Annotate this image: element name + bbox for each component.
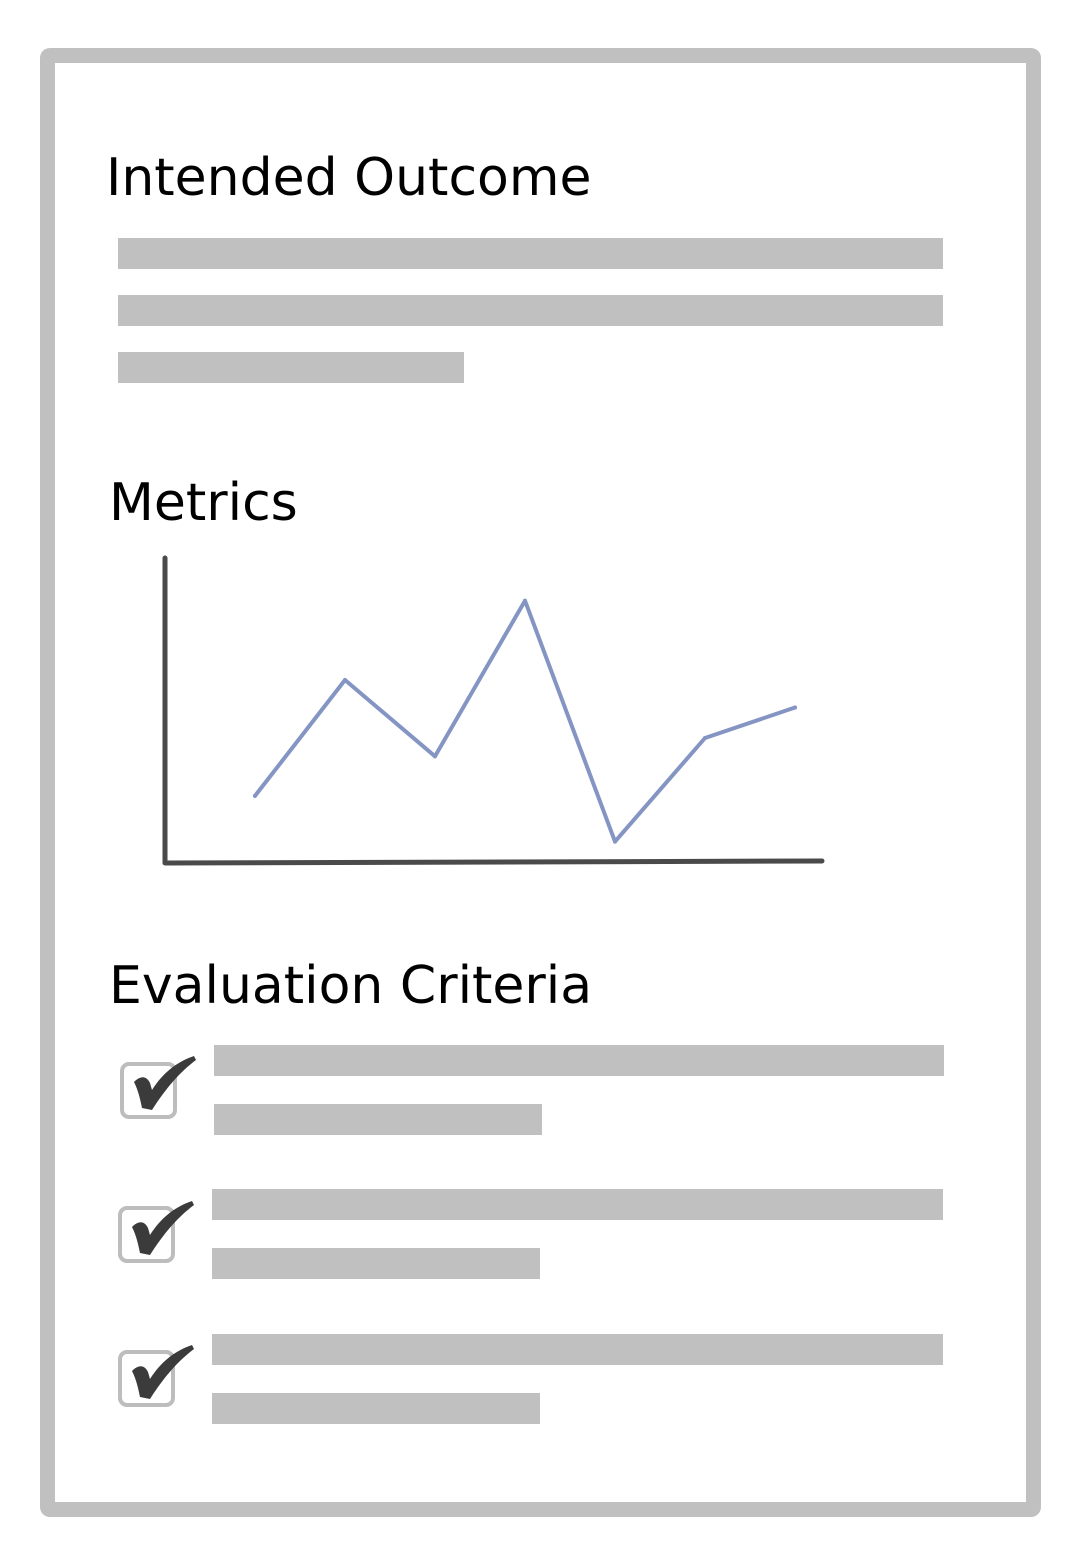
criterion-text-line <box>212 1248 540 1279</box>
checkmark-icon <box>134 1056 196 1110</box>
data-point <box>433 754 437 759</box>
checkmark-icon <box>132 1345 194 1399</box>
criterion-text-line <box>212 1189 943 1220</box>
checkmark-icon <box>132 1201 194 1255</box>
data-point <box>343 678 347 682</box>
chart-series <box>253 598 797 844</box>
outcome-text-line <box>118 352 464 383</box>
criterion-text-line <box>212 1334 943 1365</box>
criterion-text-line <box>214 1045 944 1076</box>
outcome-text-line <box>118 238 943 269</box>
intended-outcome-heading: Intended Outcome <box>106 148 592 208</box>
document-frame <box>40 48 1041 1517</box>
criterion-text-line <box>212 1393 540 1424</box>
series-line <box>253 598 797 844</box>
data-point <box>793 705 797 710</box>
chart-axes <box>162 555 825 866</box>
data-point <box>703 736 707 740</box>
outcome-text-line <box>118 295 943 326</box>
data-point <box>613 839 617 844</box>
data-point <box>523 598 527 603</box>
criterion-text-line <box>214 1104 542 1135</box>
metrics-heading: Metrics <box>109 473 298 533</box>
evaluation-criteria-heading: Evaluation Criteria <box>109 956 593 1016</box>
data-point <box>253 793 257 798</box>
